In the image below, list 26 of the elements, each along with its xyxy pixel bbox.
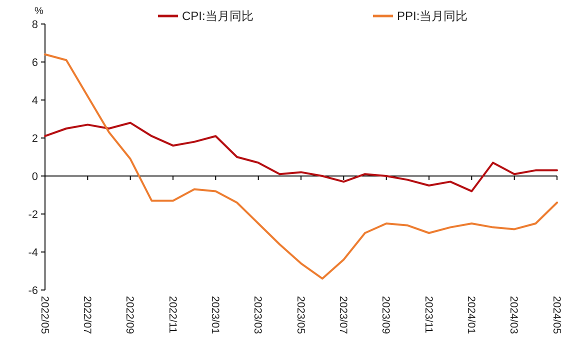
x-tick-label: 2022/09 bbox=[124, 296, 136, 334]
x-tick-label: 2022/11 bbox=[166, 296, 178, 334]
y-tick-label: 2 bbox=[32, 132, 38, 145]
y-tick-label: -2 bbox=[28, 208, 38, 221]
x-tick-label: 2024/03 bbox=[508, 296, 520, 334]
x-tick-label: 2023/09 bbox=[380, 296, 392, 334]
y-tick-label: 6 bbox=[32, 56, 38, 69]
x-tick-label: 2024/01 bbox=[464, 296, 477, 334]
x-tick-label: 2024/05 bbox=[550, 296, 562, 334]
y-tick-label: 4 bbox=[32, 94, 38, 107]
y-tick-label: -4 bbox=[28, 246, 38, 259]
y-tick-label: 0 bbox=[32, 170, 38, 183]
x-tick-label: 2023/01 bbox=[208, 296, 221, 334]
x-tick-label: 2022/05 bbox=[38, 296, 50, 334]
legend-label: CPI:当月同比 bbox=[182, 9, 254, 24]
x-tick-label: 2023/05 bbox=[294, 296, 306, 334]
line-series bbox=[44, 122, 558, 192]
y-tick-label: -6 bbox=[28, 284, 38, 297]
x-tick-label: 2023/07 bbox=[336, 296, 349, 334]
x-tick-label: 2023/11 bbox=[422, 296, 434, 334]
x-tick-label: 2022/07 bbox=[80, 296, 93, 334]
legend-label: PPI:当月同比 bbox=[397, 9, 468, 24]
x-tick-label: 2023/03 bbox=[252, 296, 264, 334]
y-axis-title: % bbox=[34, 6, 44, 17]
y-tick-label: 8 bbox=[32, 18, 38, 31]
line-series bbox=[44, 53, 558, 280]
